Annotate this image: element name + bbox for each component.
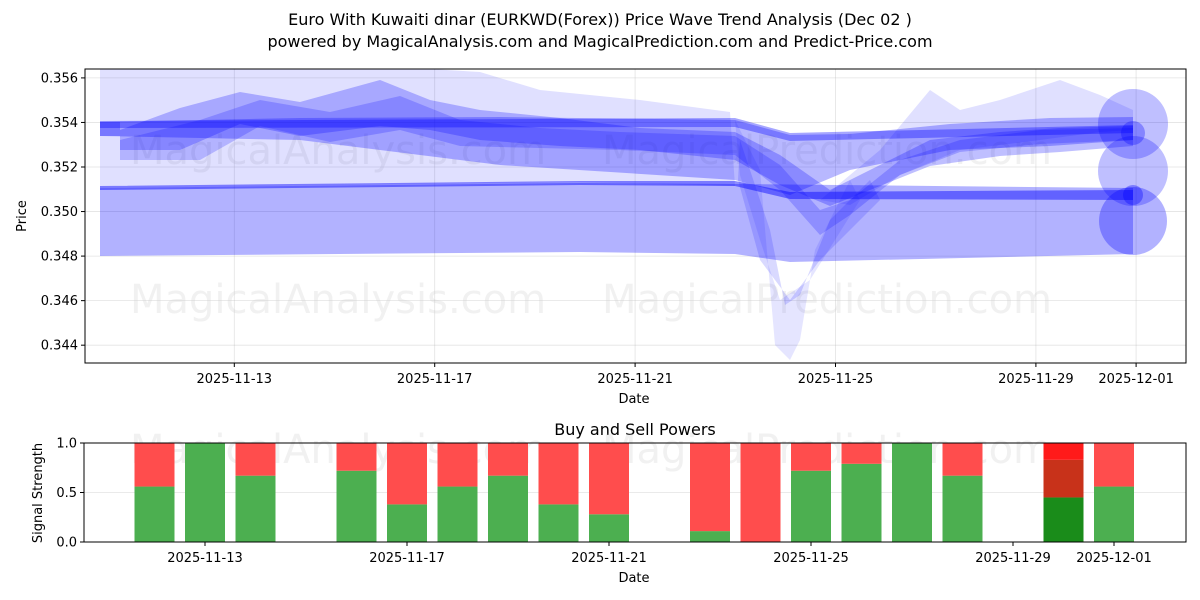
x-tick-label: 2025-11-17 (369, 551, 445, 566)
bar-2025-11-20 (538, 443, 579, 542)
y-tick-label: 0.356 (41, 71, 78, 86)
chart-title: Euro With Kuwaiti dinar (EURKWD(Forex)) … (288, 10, 912, 29)
x-tick-label: 2025-11-25 (798, 372, 874, 387)
sell-segment (1043, 443, 1084, 460)
bar-2025-11-19 (488, 443, 528, 542)
buy-segment (1094, 486, 1134, 542)
watermark-analysis: MagicalAnalysis.com (130, 128, 546, 174)
buy-sell-title: Buy and Sell Powers (554, 420, 716, 439)
y-tick-label: 0.350 (41, 205, 78, 220)
price-waves (100, 69, 1168, 360)
bar-2025-11-28 (942, 443, 983, 542)
sell-segment (690, 443, 730, 532)
x-tick-label: 2025-11-21 (597, 372, 673, 387)
buy-segment (942, 475, 983, 542)
y-tick-label: 0.5 (56, 486, 77, 501)
bar-2025-11-18 (437, 443, 478, 542)
price-watermarks: MagicalAnalysis.com MagicalPrediction.co… (130, 128, 1052, 323)
sell-segment (791, 443, 831, 471)
bar-x-label: Date (618, 571, 649, 586)
buy-segment (235, 475, 276, 542)
buy-segment (134, 486, 175, 542)
x-tick-label: 2025-11-29 (975, 551, 1051, 566)
x-tick-label: 2025-11-21 (571, 551, 647, 566)
watermark-prediction: MagicalPrediction.com (602, 277, 1052, 323)
bar-2025-11-16 (336, 443, 377, 542)
price-x-label: Date (618, 392, 649, 407)
bar-2025-11-12 (134, 443, 175, 542)
y-tick-label: 0.348 (41, 250, 78, 265)
sell-segment (387, 443, 427, 505)
buy-segment (488, 475, 528, 542)
watermark-analysis: MagicalAnalysis.com (130, 277, 546, 323)
bar-2025-11-26 (841, 443, 882, 542)
bar-2025-11-21 (589, 443, 629, 542)
sell-segment (488, 443, 528, 476)
buy-segment (841, 463, 882, 542)
bar-y-axis: 0.0 0.5 1.0 (56, 437, 84, 551)
sell-segment (841, 443, 882, 464)
chart-subtitle: powered by MagicalAnalysis.com and Magic… (267, 32, 933, 51)
bar-2025-11-25 (791, 443, 831, 542)
bar-2025-11-23 (690, 443, 730, 542)
price-gridlines (85, 69, 1186, 363)
price-chart: MagicalAnalysis.com MagicalPrediction.co… (15, 68, 1187, 407)
buy-segment (892, 443, 932, 542)
x-tick-label: 2025-12-01 (1076, 551, 1152, 566)
sell-segment (538, 443, 579, 505)
bar-2025-12-01 (1094, 443, 1134, 542)
x-tick-label: 2025-11-17 (397, 372, 473, 387)
bar-2025-11-13 (185, 443, 225, 542)
buy-segment (387, 504, 427, 542)
buy-segment (336, 470, 377, 542)
buy-segment (690, 531, 730, 542)
bar-2025-11-14 (235, 443, 276, 542)
bar-y-label: Signal Strength (31, 443, 46, 543)
bar-2025-11-27 (892, 443, 932, 542)
buy-segment (791, 470, 831, 542)
y-tick-label: 0.354 (41, 116, 78, 131)
sell-segment (942, 443, 983, 476)
sell-segment (740, 443, 781, 542)
bar-series (134, 443, 1134, 542)
bar-2025-11-24 (740, 443, 781, 542)
price-x-axis: 2025-11-13 2025-11-17 2025-11-21 2025-11-25… (197, 363, 1174, 387)
sell-segment (336, 443, 377, 471)
buy-segment (538, 504, 579, 542)
y-tick-label: 0.346 (41, 294, 78, 309)
bar-2025-11-30 (1043, 443, 1084, 542)
sell-segment (437, 443, 478, 487)
sell-segment (589, 443, 629, 515)
bar-2025-11-17 (387, 443, 427, 542)
sell-segment (1043, 459, 1084, 498)
buy-segment (589, 514, 629, 542)
y-tick-label: 0.344 (41, 339, 78, 354)
x-tick-label: 2025-11-13 (167, 551, 243, 566)
price-y-label: Price (15, 200, 30, 232)
x-tick-label: 2025-11-29 (998, 372, 1074, 387)
x-tick-label: 2025-11-13 (197, 372, 273, 387)
buy-segment (1043, 497, 1084, 542)
sell-segment (235, 443, 276, 476)
buy-segment (185, 443, 225, 542)
x-tick-label: 2025-11-25 (773, 551, 849, 566)
x-tick-label: 2025-12-01 (1098, 372, 1174, 387)
y-tick-label: 0.0 (56, 536, 77, 551)
buy-sell-chart: Buy and Sell Powers MagicalAnalysis.com … (31, 420, 1187, 586)
price-y-axis: 0.344 0.346 0.348 0.350 0.352 0.354 0.356 (41, 71, 85, 354)
sell-segment (1094, 443, 1134, 487)
sell-segment (134, 443, 175, 487)
y-tick-label: 0.352 (41, 161, 78, 176)
buy-segment (437, 486, 478, 542)
y-tick-label: 1.0 (56, 437, 77, 452)
bar-x-axis: 2025-11-13 2025-11-17 2025-11-21 2025-11-25… (167, 542, 1152, 566)
watermark-prediction: MagicalPrediction.com (602, 128, 1052, 174)
